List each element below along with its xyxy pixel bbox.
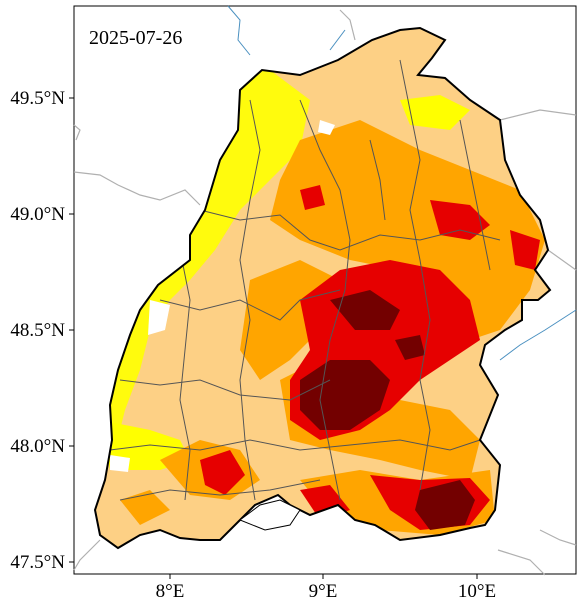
district-borders xyxy=(109,59,501,501)
country-borders xyxy=(73,9,577,576)
lon-label-10: 10°E xyxy=(458,581,496,602)
lat-label-49-0: 49.0°N xyxy=(10,204,65,225)
state-outline xyxy=(93,26,552,550)
date-label: 2025-07-26 xyxy=(89,27,182,49)
lon-ticks xyxy=(169,574,478,579)
rivers xyxy=(227,5,577,361)
lake-constance xyxy=(238,499,301,531)
lon-label-8: 8°E xyxy=(156,581,185,602)
lat-label-48-0: 48.0°N xyxy=(10,436,65,457)
lat-label-48-5: 48.5°N xyxy=(10,320,65,341)
lat-label-47-5: 47.5°N xyxy=(10,552,65,573)
lat-label-49-5: 49.5°N xyxy=(10,88,65,109)
lon-label-9: 9°E xyxy=(309,581,338,602)
lat-ticks xyxy=(69,97,74,563)
